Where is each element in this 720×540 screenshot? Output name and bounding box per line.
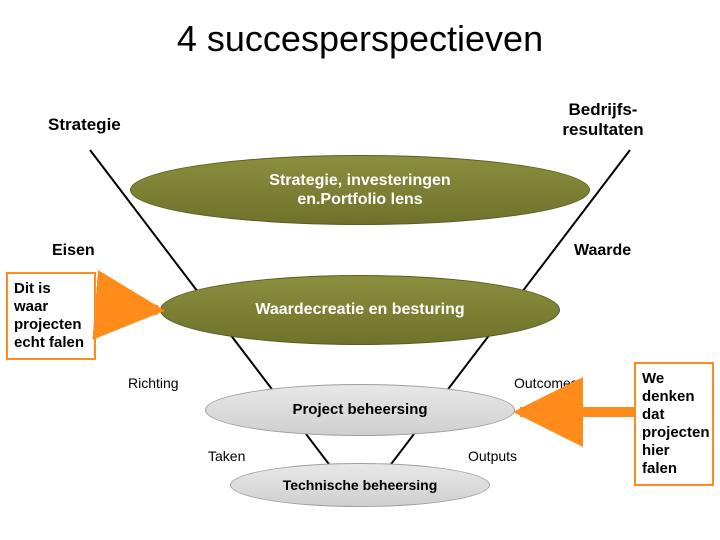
label-bedrijfsresultaten: Bedrijfs-resultaten [548, 100, 658, 139]
callout-right-text: Wedenkendatprojectenhier falen [642, 370, 710, 477]
page-title: 4 succesperspectieven [0, 18, 720, 60]
lens-project-beheersing-text: Project beheersing [292, 401, 427, 419]
label-taken: Taken [208, 448, 245, 464]
label-strategie: Strategie [48, 115, 121, 135]
callout-left-text: Dit is waarprojectenecht falen [14, 280, 84, 351]
callout-right: Wedenkendatprojectenhier falen [634, 362, 714, 486]
lens-technische-beheersing: Technische beheersing [230, 463, 490, 507]
label-richting: Richting [128, 375, 179, 391]
lens-waardecreatie: Waardecreatie en besturing [160, 275, 560, 345]
label-eisen: Eisen [52, 242, 95, 260]
lens-technische-beheersing-text: Technische beheersing [283, 477, 438, 494]
label-waarde: Waarde [574, 242, 631, 260]
lens-strategie-portfolio: Strategie, investeringenen.Portfolio len… [130, 155, 590, 225]
label-outcomes: Outcomes [514, 375, 578, 391]
lens-waardecreatie-text: Waardecreatie en besturing [255, 300, 464, 319]
label-outputs: Outputs [468, 448, 517, 464]
callout-left: Dit is waarprojectenecht falen [6, 272, 96, 360]
lens-project-beheersing: Project beheersing [205, 384, 515, 436]
lens-strategie-portfolio-text: Strategie, investeringenen.Portfolio len… [269, 171, 450, 209]
